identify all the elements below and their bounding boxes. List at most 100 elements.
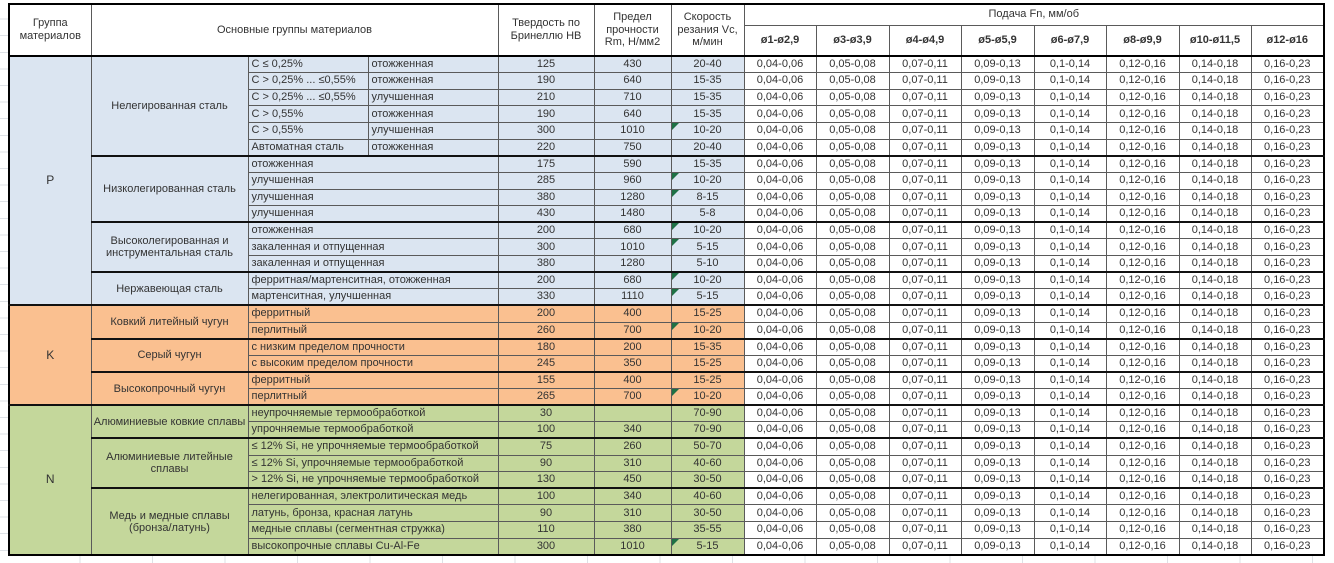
cell-hardness[interactable]: 75 bbox=[497, 437, 595, 456]
cell-hardness[interactable]: 110 bbox=[497, 521, 595, 539]
cell-cutting-speed[interactable]: 10-20 bbox=[670, 122, 745, 140]
cell-hardness[interactable]: 200 bbox=[497, 221, 595, 240]
cell-feed-value[interactable]: 0,14-0,18 bbox=[1178, 454, 1252, 473]
cell-feed-value[interactable]: 0,09-0,13 bbox=[960, 370, 1035, 389]
cell-feed-value[interactable]: 0,09-0,13 bbox=[960, 221, 1035, 240]
cell-feed-value[interactable]: 0,1-0,14 bbox=[1033, 255, 1107, 273]
cell-feed-value[interactable]: 0,1-0,14 bbox=[1033, 238, 1107, 256]
cell-material-description[interactable]: медные сплавы (сегментная стружка) bbox=[247, 521, 499, 539]
header-material-group[interactable]: Группа материалов bbox=[8, 3, 92, 57]
cell-feed-value[interactable]: 0,14-0,18 bbox=[1178, 72, 1252, 90]
cell-material-family[interactable]: Нелегированная сталь bbox=[90, 55, 249, 157]
cell-feed-value[interactable]: 0,16-0,23 bbox=[1250, 255, 1325, 273]
cell-feed-value[interactable]: 0,04-0,06 bbox=[743, 288, 817, 306]
cell-feed-value[interactable]: 0,14-0,18 bbox=[1178, 238, 1252, 256]
cell-material-spec[interactable]: C ≤ 0,25% bbox=[247, 55, 369, 74]
cell-strength[interactable]: 750 bbox=[593, 138, 672, 157]
cell-strength[interactable]: 340 bbox=[593, 421, 672, 439]
cell-feed-value[interactable]: 0,07-0,11 bbox=[888, 521, 962, 539]
cell-feed-value[interactable]: 0,1-0,14 bbox=[1033, 504, 1107, 522]
cell-feed-value[interactable]: 0,14-0,18 bbox=[1178, 171, 1252, 190]
cell-feed-value[interactable]: 0,1-0,14 bbox=[1033, 288, 1107, 306]
cell-feed-value[interactable]: 0,04-0,06 bbox=[743, 72, 817, 90]
cell-strength[interactable]: 400 bbox=[593, 370, 672, 389]
cell-cutting-speed[interactable]: 20-40 bbox=[670, 55, 745, 74]
cell-feed-value[interactable]: 0,1-0,14 bbox=[1033, 354, 1107, 373]
cell-cutting-speed[interactable]: 10-20 bbox=[670, 171, 745, 190]
cell-material-family[interactable]: Высоколегированная и инструментальная ст… bbox=[90, 221, 249, 273]
cell-feed-value[interactable]: 0,14-0,18 bbox=[1178, 188, 1252, 207]
cell-feed-value[interactable]: 0,07-0,11 bbox=[888, 404, 962, 423]
cell-feed-value[interactable]: 0,09-0,13 bbox=[960, 55, 1035, 74]
cell-strength[interactable]: 590 bbox=[593, 154, 672, 173]
cell-feed-value[interactable]: 0,04-0,06 bbox=[743, 88, 817, 107]
cell-feed-value[interactable]: 0,05-0,08 bbox=[815, 370, 890, 389]
cell-hardness[interactable]: 180 bbox=[497, 337, 595, 356]
cell-feed-value[interactable]: 0,05-0,08 bbox=[815, 205, 890, 223]
cell-hardness[interactable]: 130 bbox=[497, 471, 595, 489]
cell-hardness[interactable]: 300 bbox=[497, 122, 595, 140]
cell-cutting-speed[interactable]: 10-20 bbox=[670, 321, 745, 340]
cell-strength[interactable]: 700 bbox=[593, 321, 672, 340]
cell-cutting-speed[interactable]: 15-35 bbox=[670, 154, 745, 173]
cell-feed-value[interactable]: 0,12-0,16 bbox=[1105, 188, 1180, 207]
cell-feed-value[interactable]: 0,16-0,23 bbox=[1250, 370, 1325, 389]
cell-feed-value[interactable]: 0,14-0,18 bbox=[1178, 271, 1252, 290]
cell-feed-value[interactable]: 0,09-0,13 bbox=[960, 337, 1035, 356]
cell-material-state[interactable]: отожженная bbox=[367, 72, 499, 90]
cell-feed-value[interactable]: 0,05-0,08 bbox=[815, 388, 890, 406]
cell-feed-value[interactable]: 0,12-0,16 bbox=[1105, 72, 1180, 90]
cell-feed-value[interactable]: 0,1-0,14 bbox=[1033, 138, 1107, 157]
cell-strength[interactable]: 380 bbox=[593, 521, 672, 539]
cell-feed-value[interactable]: 0,14-0,18 bbox=[1178, 88, 1252, 107]
cell-cutting-speed[interactable]: 10-20 bbox=[670, 221, 745, 240]
cell-feed-value[interactable]: 0,07-0,11 bbox=[888, 171, 962, 190]
cell-feed-value[interactable]: 0,05-0,08 bbox=[815, 354, 890, 373]
cell-feed-value[interactable]: 0,04-0,06 bbox=[743, 388, 817, 406]
cell-feed-value[interactable]: 0,09-0,13 bbox=[960, 521, 1035, 539]
cell-feed-value[interactable]: 0,04-0,06 bbox=[743, 404, 817, 423]
cell-material-description[interactable]: латунь, бронза, красная латунь bbox=[247, 504, 499, 522]
cell-feed-value[interactable]: 0,05-0,08 bbox=[815, 271, 890, 290]
cell-feed-value[interactable]: 0,07-0,11 bbox=[888, 72, 962, 90]
cell-hardness[interactable]: 30 bbox=[497, 404, 595, 423]
cell-feed-value[interactable]: 0,09-0,13 bbox=[960, 421, 1035, 439]
cell-feed-value[interactable]: 0,05-0,08 bbox=[815, 521, 890, 539]
cell-strength[interactable]: 310 bbox=[593, 454, 672, 473]
cell-hardness[interactable]: 260 bbox=[497, 321, 595, 340]
cell-feed-value[interactable]: 0,14-0,18 bbox=[1178, 421, 1252, 439]
cell-feed-value[interactable]: 0,14-0,18 bbox=[1178, 471, 1252, 489]
cell-material-description[interactable]: ферритная/мартенситная, отожженная bbox=[247, 271, 499, 290]
cell-feed-value[interactable]: 0,09-0,13 bbox=[960, 122, 1035, 140]
cell-feed-value[interactable]: 0,07-0,11 bbox=[888, 421, 962, 439]
cell-feed-value[interactable]: 0,12-0,16 bbox=[1105, 437, 1180, 456]
cell-strength[interactable]: 200 bbox=[593, 337, 672, 356]
cell-feed-value[interactable]: 0,12-0,16 bbox=[1105, 337, 1180, 356]
cell-feed-value[interactable]: 0,16-0,23 bbox=[1250, 221, 1325, 240]
cell-cutting-speed[interactable]: 10-20 bbox=[670, 271, 745, 290]
cell-cutting-speed[interactable]: 15-35 bbox=[670, 88, 745, 107]
cell-feed-value[interactable]: 0,12-0,16 bbox=[1105, 138, 1180, 157]
cell-feed-value[interactable]: 0,14-0,18 bbox=[1178, 122, 1252, 140]
cell-feed-value[interactable]: 0,09-0,13 bbox=[960, 238, 1035, 256]
cell-strength[interactable]: 340 bbox=[593, 487, 672, 506]
cell-cutting-speed[interactable]: 30-50 bbox=[670, 504, 745, 522]
cell-feed-value[interactable]: 0,16-0,23 bbox=[1250, 521, 1325, 539]
header-feed-d3[interactable]: ø4-ø4,9 bbox=[888, 24, 962, 57]
cell-feed-value[interactable]: 0,05-0,08 bbox=[815, 171, 890, 190]
cell-cutting-speed[interactable]: 40-60 bbox=[670, 454, 745, 473]
cell-material-description[interactable]: перлитный bbox=[247, 388, 499, 406]
cell-feed-value[interactable]: 0,07-0,11 bbox=[888, 454, 962, 473]
cell-feed-value[interactable]: 0,05-0,08 bbox=[815, 255, 890, 273]
cell-feed-value[interactable]: 0,09-0,13 bbox=[960, 205, 1035, 223]
cell-feed-value[interactable]: 0,09-0,13 bbox=[960, 454, 1035, 473]
cell-feed-value[interactable]: 0,09-0,13 bbox=[960, 504, 1035, 522]
cell-feed-value[interactable]: 0,12-0,16 bbox=[1105, 537, 1180, 556]
cell-cutting-speed[interactable]: 35-55 bbox=[670, 521, 745, 539]
cell-hardness[interactable]: 330 bbox=[497, 288, 595, 306]
cell-group-label[interactable]: K bbox=[8, 304, 92, 406]
cell-feed-value[interactable]: 0,04-0,06 bbox=[743, 122, 817, 140]
cell-feed-value[interactable]: 0,14-0,18 bbox=[1178, 321, 1252, 340]
cell-feed-value[interactable]: 0,1-0,14 bbox=[1033, 171, 1107, 190]
cell-strength[interactable]: 1010 bbox=[593, 238, 672, 256]
